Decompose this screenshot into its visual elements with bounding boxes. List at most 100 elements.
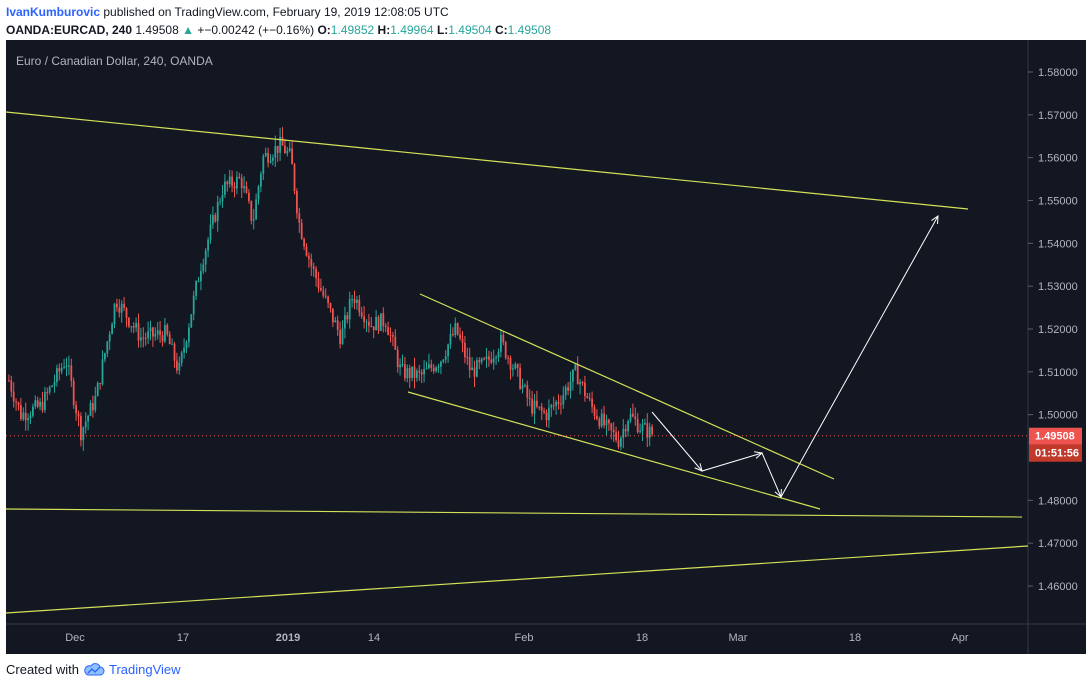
candle-body (528, 397, 531, 399)
candle-body (209, 224, 212, 240)
rising-support-line[interactable] (5, 545, 1029, 614)
candle-body (104, 353, 106, 360)
upper-resistance-line[interactable] (5, 111, 969, 210)
candle-body (204, 250, 207, 265)
candle-body (140, 337, 142, 341)
candle-body (612, 429, 615, 433)
candle-body (406, 368, 409, 379)
candle-body (411, 366, 413, 379)
candle-body (598, 418, 601, 427)
candle-body (156, 330, 159, 335)
candle-body (96, 383, 99, 397)
candle-body (123, 303, 125, 308)
candle-body (336, 320, 339, 331)
arrowhead-icon (754, 451, 764, 459)
close-value: 1.49508 (507, 23, 552, 37)
candle-body (173, 343, 176, 361)
candle-body (579, 381, 581, 385)
candle-body (267, 152, 269, 163)
candle-body (82, 427, 85, 441)
candle-body (238, 176, 241, 178)
tradingview-link[interactable]: TradingView (108, 662, 181, 677)
candle-body (89, 403, 92, 416)
symbol-label: OANDA:EURCAD, 240 (6, 23, 133, 37)
candle-body (53, 381, 56, 386)
candle-body (329, 303, 332, 309)
candle-body (243, 186, 245, 189)
candle-body (471, 367, 473, 371)
projection-arrows[interactable] (651, 214, 939, 499)
candle-body (111, 323, 113, 335)
candle-body (192, 295, 195, 315)
candle-body (428, 364, 430, 369)
candle-body (399, 364, 401, 368)
candle-body (8, 380, 10, 382)
author-link[interactable]: IvanKumburovic (6, 5, 101, 19)
candle-body (288, 148, 291, 151)
candle-body (94, 396, 97, 411)
candle-body (492, 358, 495, 363)
candle-body (248, 192, 250, 201)
candle-body (128, 317, 130, 327)
candle-body (144, 337, 147, 339)
candle-body (560, 403, 562, 405)
price-tick-label: 1.53000 (1038, 281, 1078, 293)
candle-body (468, 357, 471, 371)
last-price: 1.49508 (135, 23, 179, 37)
candle-body (348, 299, 351, 320)
candle-body (200, 271, 202, 282)
channel-lower-line[interactable] (407, 391, 821, 510)
candle-body (27, 418, 29, 421)
candle-body (24, 412, 27, 421)
candle-body (351, 299, 353, 301)
price-tick-label: 1.55000 (1038, 196, 1078, 208)
candle-body (142, 337, 145, 339)
price-tick-label: 1.46000 (1038, 581, 1078, 593)
open-value: 1.49852 (330, 23, 375, 37)
time-tick-label: 18 (849, 632, 861, 644)
price-axis[interactable]: 1.58000 1.57000 1.56000 1.55000 1.54000 1.530… (1028, 67, 1078, 593)
channel-upper-line[interactable] (419, 293, 835, 480)
price-chart[interactable]: Euro / Canadian Dollar, 240, OANDA 1.580… (0, 40, 1092, 654)
candle-body (341, 328, 344, 344)
svg-text:01:51:56: 01:51:56 (1035, 448, 1079, 460)
trendlines[interactable] (5, 111, 1029, 614)
candle-body (178, 362, 181, 371)
candle-body (207, 239, 209, 251)
candle-body (51, 385, 53, 387)
candle-body (293, 164, 296, 191)
candle-body (444, 356, 447, 360)
candle-body (10, 380, 13, 392)
candle-body (581, 381, 584, 383)
publish-info: IvanKumburovic published on TradingView.… (6, 5, 449, 19)
current-price-tag: 1.49508 (1029, 427, 1082, 445)
candle-body (562, 395, 565, 405)
candle-body (432, 367, 435, 372)
candle-body (425, 368, 428, 370)
candle-body (368, 321, 370, 326)
time-axis[interactable]: Dec 17 2019 14 Feb 18 Mar 18 Apr (65, 632, 969, 644)
candle-body (536, 400, 538, 407)
candle-body (58, 368, 61, 372)
candle-body (303, 238, 305, 247)
price-tick-label: 1.51000 (1038, 367, 1078, 379)
arrowhead-icon (774, 488, 782, 499)
candle-body (456, 323, 459, 335)
published-text: published on TradingView.com, February 1… (103, 5, 449, 19)
time-tick-label: 14 (368, 632, 380, 644)
candle-body (634, 416, 637, 420)
candle-body (214, 215, 217, 222)
candle-body (521, 385, 524, 389)
candle-body (588, 398, 591, 400)
candle-body (370, 325, 373, 327)
horizontal-support-line[interactable] (5, 508, 1023, 518)
time-tick-label: 18 (636, 632, 648, 644)
candle-body (310, 259, 313, 267)
candle-body (507, 357, 509, 359)
candle-body (584, 382, 586, 396)
candle-body (315, 268, 317, 279)
candle-body (219, 201, 221, 203)
candle-body (22, 412, 25, 420)
candle-body (502, 334, 505, 343)
candle-body (276, 145, 279, 153)
